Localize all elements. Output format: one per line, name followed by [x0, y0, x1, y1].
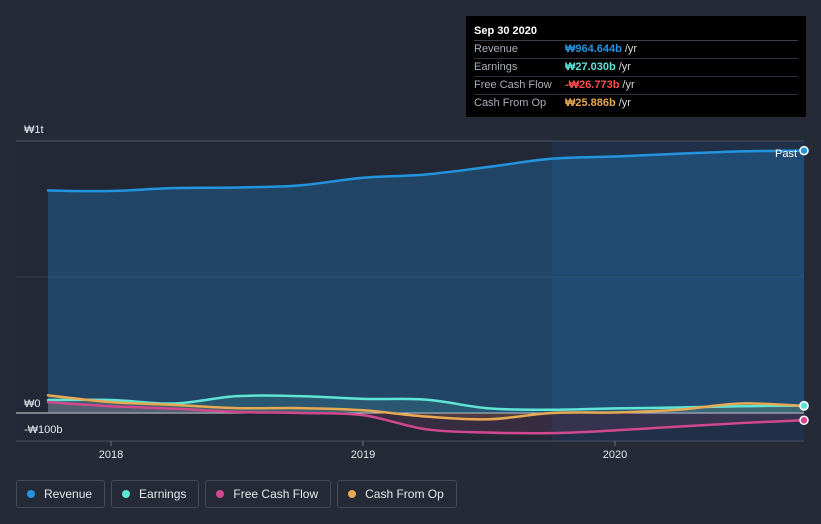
line-fcf	[46, 400, 806, 435]
tooltip-value: ₩964.644b	[565, 43, 622, 55]
y-tick-label: ₩1t	[24, 124, 44, 136]
legend-dot-icon	[348, 490, 357, 498]
line-earnings	[46, 394, 806, 412]
legend: Revenue Earnings Free Cash Flow Cash Fro…	[16, 480, 463, 508]
x-tick-label: 2020	[603, 449, 627, 461]
legend-label: Cash From Op	[365, 487, 444, 501]
legend-item-revenue[interactable]: Revenue	[16, 480, 106, 508]
tooltip-label: Revenue	[474, 43, 519, 55]
tooltip-row-revenue: Revenue ₩964.644b /yr	[474, 41, 798, 59]
line-revenue	[46, 149, 806, 193]
endpoint-revenue	[799, 145, 809, 156]
legend-item-free-cash-flow[interactable]: Free Cash Flow	[205, 480, 332, 508]
past-label: Past	[775, 148, 797, 160]
tooltip-value: ₩27.030b	[565, 61, 616, 73]
tooltip-label: Free Cash Flow	[474, 79, 552, 91]
endpoint-earnings	[799, 400, 809, 411]
legend-dot-icon	[216, 490, 225, 498]
x-tick-label: 2018	[99, 449, 123, 461]
tooltip-row-fcf: Free Cash Flow -₩26.773b /yr	[474, 77, 798, 95]
tooltip-value: -₩26.773b	[565, 79, 620, 91]
legend-dot-icon	[122, 490, 131, 498]
y-tick-label: ₩0	[24, 398, 41, 410]
legend-item-earnings[interactable]: Earnings	[111, 480, 200, 508]
legend-label: Revenue	[44, 487, 93, 501]
tooltip-value: ₩25.886b	[565, 97, 616, 109]
line-cfo	[46, 394, 806, 421]
tooltip: Sep 30 2020 Revenue ₩964.644b /yr Earnin…	[466, 16, 806, 117]
legend-label: Free Cash Flow	[233, 487, 319, 501]
tooltip-date: Sep 30 2020	[474, 24, 798, 41]
y-tick-label: -₩100b	[24, 424, 63, 436]
tooltip-label: Earnings	[474, 61, 518, 73]
x-tick-label: 2019	[351, 449, 375, 461]
legend-label: Earnings	[139, 487, 187, 501]
area-revenue	[48, 150, 804, 414]
tooltip-unit: /yr	[618, 61, 631, 73]
tooltip-row-cfo: Cash From Op ₩25.886b /yr	[474, 95, 798, 112]
tooltip-unit: /yr	[618, 97, 631, 109]
tooltip-row-earnings: Earnings ₩27.030b /yr	[474, 59, 798, 77]
tooltip-label: Cash From Op	[474, 97, 547, 109]
legend-dot-icon	[27, 490, 35, 498]
recent-region	[552, 141, 804, 441]
tooltip-unit: /yr	[622, 79, 635, 91]
tooltip-unit: /yr	[624, 43, 638, 55]
endpoint-fcf	[799, 415, 809, 426]
legend-item-cash-from-op[interactable]: Cash From Op	[337, 480, 457, 508]
